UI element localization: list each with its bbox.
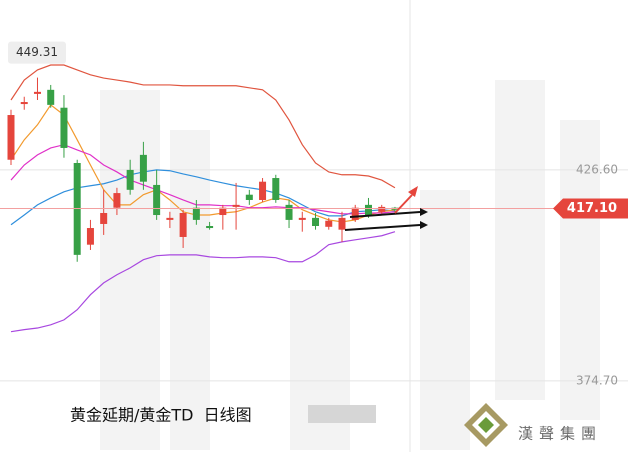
candle-body <box>245 194 253 200</box>
candle-body <box>206 226 214 229</box>
candle-body <box>33 91 41 94</box>
candle-body <box>338 217 346 230</box>
arrows <box>344 186 428 231</box>
candle-body <box>126 169 134 190</box>
candle-body <box>364 204 372 216</box>
logo-text: 漢聲集團 <box>518 425 602 443</box>
candle-body <box>86 228 94 245</box>
candle-body <box>60 107 68 148</box>
indicator-line <box>10 104 396 223</box>
candle-body <box>312 217 320 226</box>
candle-body <box>272 178 280 200</box>
candle-body <box>100 212 108 224</box>
candle-body <box>378 206 386 212</box>
candle-body <box>351 207 359 220</box>
candle-body <box>232 204 240 207</box>
candle-body <box>285 204 293 220</box>
y-tick-label: 374.70 <box>576 373 618 387</box>
background-pattern <box>100 80 600 450</box>
logo-icon <box>464 403 508 447</box>
current-price-tag <box>553 198 628 219</box>
plot: 426.60 374.70 417.10 449.31 <box>0 41 628 387</box>
candle-body <box>192 207 200 220</box>
current-price-label: 417.10 <box>567 201 617 216</box>
annotation-label: 449.31 <box>16 45 58 59</box>
indicator-line <box>10 144 396 215</box>
indicator-line <box>10 64 396 189</box>
annotation-box <box>8 41 66 64</box>
candle-body <box>7 115 15 160</box>
candle-body <box>166 217 174 220</box>
y-tick-label: 426.60 <box>576 162 618 176</box>
candle-body <box>47 89 55 105</box>
candle-body <box>219 207 227 216</box>
candle-body <box>153 184 161 216</box>
candle-body <box>20 102 28 105</box>
caption: 黄金延期/黄金TD 日线图 <box>70 406 252 425</box>
candle-body <box>139 154 147 182</box>
candle-body <box>179 212 187 237</box>
blurred-box <box>308 405 376 423</box>
indicator-line <box>10 231 396 333</box>
candle-body <box>325 220 333 227</box>
candle-body <box>259 181 267 200</box>
candle-body <box>298 217 306 220</box>
candle-body <box>113 193 121 208</box>
